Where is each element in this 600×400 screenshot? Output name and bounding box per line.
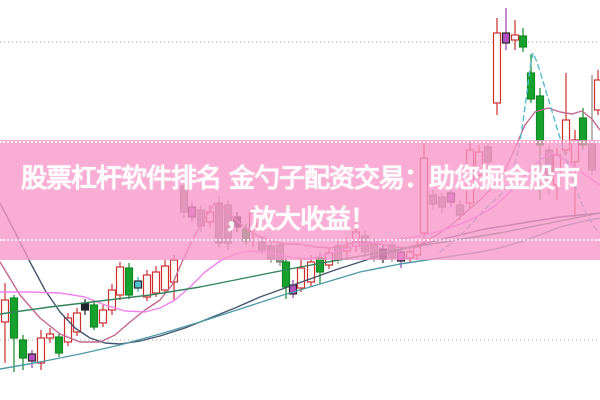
- candlestick-red: [36, 337, 46, 364]
- candlestick-red: [151, 271, 161, 294]
- candlestick-green: [526, 72, 536, 100]
- candlestick-red: [296, 267, 306, 289]
- candlestick-red: [63, 317, 73, 343]
- candlestick-red: [593, 79, 600, 111]
- candlestick-green: [518, 35, 528, 48]
- candlestick-red: [142, 274, 152, 298]
- candlestick-purple: [501, 32, 511, 44]
- candlestick-green: [281, 261, 291, 288]
- candlestick-cyan: [133, 280, 143, 289]
- candlestick-purple: [27, 353, 37, 362]
- candlestick-green: [535, 95, 545, 146]
- candlestick-green: [9, 297, 19, 339]
- candlestick-green: [54, 336, 64, 354]
- candlestick-red: [98, 309, 108, 324]
- candlestick-red: [306, 261, 316, 283]
- candlestick-green: [89, 304, 99, 328]
- promo-text-line-2: ，放大收益！: [224, 205, 376, 235]
- candlestick-red: [45, 333, 55, 339]
- candlestick-red: [492, 32, 502, 104]
- candlestick-red: [115, 266, 125, 296]
- promo-banner: 股票杠杆软件排名 金勺子配资交易：助您掘金股市 ，放大收益！: [0, 140, 600, 260]
- candlestick-green: [124, 267, 134, 296]
- candlestick-green: [315, 257, 325, 273]
- candlestick-green: [18, 339, 28, 359]
- candlestick-black: [80, 302, 90, 311]
- candlestick-red: [510, 34, 520, 41]
- promo-text-line-1: 股票杠杆软件排名 金勺子配资交易：助您掘金股市: [20, 164, 580, 194]
- candlestick-red: [0, 299, 10, 323]
- candlestick-red: [72, 312, 82, 333]
- candlestick-red: [160, 265, 170, 291]
